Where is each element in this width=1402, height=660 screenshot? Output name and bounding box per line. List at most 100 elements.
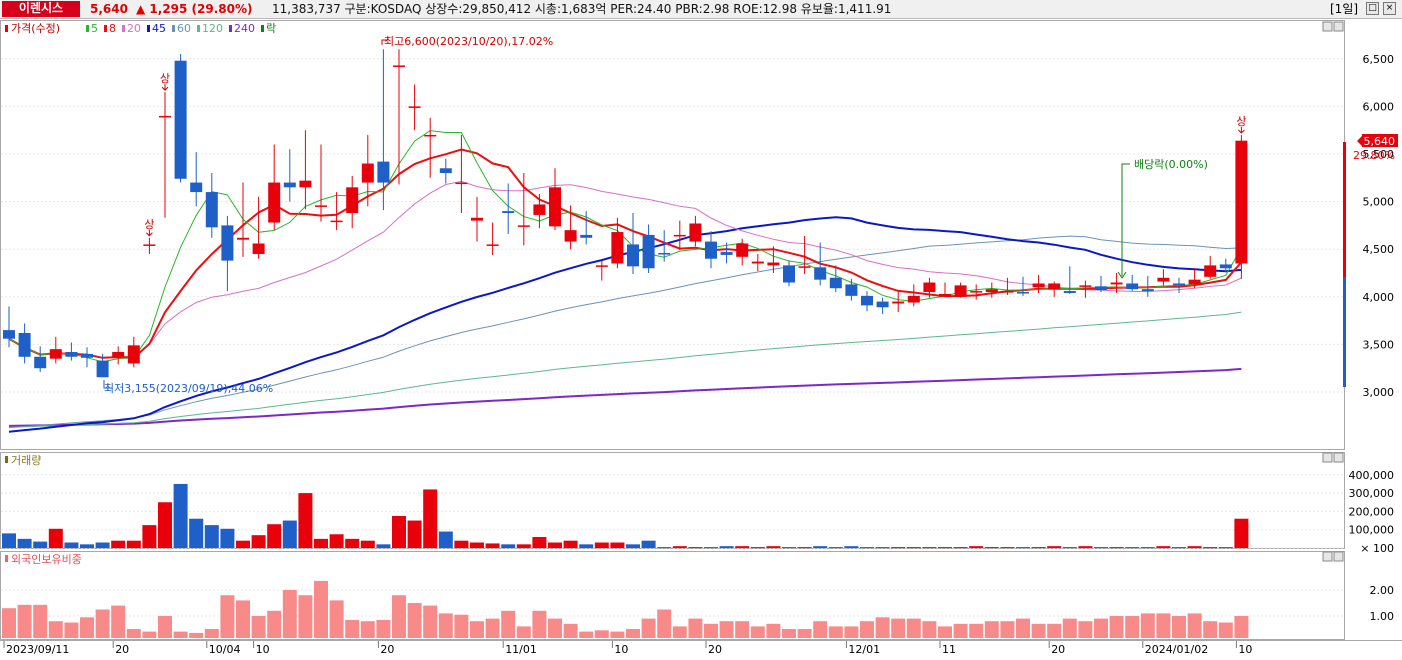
limit-up-label: 상 [144,218,154,231]
foreign-bar [641,618,656,638]
foreign-bar [126,629,141,638]
foreign-bar [360,621,375,638]
stock-name[interactable]: 이렌시스 [2,1,80,17]
candle-body [705,241,717,259]
foreign-bar [766,623,781,638]
panel-buttons[interactable] [1322,21,1344,562]
y-axis-labels: 3,000 3,500 4,000 4,500 5,000 5,500 6,000 6,500… [1349,53,1395,623]
volume-bar [844,546,859,548]
volume-bar [376,544,391,548]
volume-bar [1109,547,1124,549]
foreign-bar [719,621,734,638]
price-panel-close-icon[interactable] [1333,21,1344,32]
close-icon[interactable]: × [1383,2,1396,15]
volume-bar [1031,547,1046,549]
volume-bar [267,524,282,548]
limit-up-label: 상 [160,72,170,85]
volume-legend: 거래량 [5,454,41,467]
volume-bar [626,544,640,548]
x-axis-labels: 2023/09/11 20 10/04 10 20 11/01 10 20 12/01 11 20 2… [3,641,1252,656]
candle-body [798,266,811,268]
foreign-bar [860,621,874,638]
foreign-bar [407,603,422,638]
foreign-bar [111,605,126,638]
candle-body [1126,283,1139,290]
candle-body [1204,265,1217,277]
legend-ma-marker [122,25,125,32]
foreign-bar [1078,621,1093,638]
price-y-tick-label: 3,000 [1363,386,1395,399]
legend-ma-items: 5 8 20 45 60 120 240 락 [86,22,276,35]
foreign-bar [516,626,531,638]
volume-bar [875,547,890,549]
limit-up-arrow [161,84,169,91]
candle-body [112,352,125,357]
foreign-bar [95,609,110,638]
candle-body [393,65,405,67]
volume-bar [922,547,937,549]
legend-ma-label: 8 [109,22,116,35]
candle-body [471,217,483,221]
x-tick-label: 11/01 [505,643,537,656]
volume-bar [735,546,750,548]
volume-bar [158,502,172,548]
foreign-panel-close-icon[interactable] [1333,551,1344,562]
volume-bar [563,540,578,548]
volume-bar [860,547,874,549]
volume-bar [953,547,968,549]
candle-body [190,182,203,193]
foreign-y-tick-label: 1.00 [1370,610,1395,623]
candle-body [439,168,452,174]
candle-body [673,234,686,237]
volume-bar [1078,546,1093,548]
candle-body [876,301,889,308]
foreign-bar [1140,613,1155,638]
foreign-bar [329,600,344,638]
limit-up-arrow [146,229,153,237]
volume-bar [1000,547,1015,549]
foreign-bar [48,621,63,638]
foreign-bar [672,626,687,638]
candle-body [49,349,62,359]
candle-body [81,353,93,358]
volume-bar [360,540,375,548]
candle-body [517,225,530,227]
volume-bar [298,493,313,548]
volume-bar [797,547,812,549]
candle-body [829,277,842,289]
candle-body [1188,279,1201,285]
volume-bar [251,535,266,548]
volume-bar [828,547,843,549]
volume-y-tick-label: 400,000 [1349,469,1395,482]
candle-body [611,232,624,264]
x-tick-label: 20 [708,643,722,656]
candle-body [751,261,764,264]
volume-bar [969,546,984,548]
foreign-bar [828,626,843,638]
candle-body [1048,283,1061,290]
dividend-annotation: 배당락(0.00%) [1134,158,1208,171]
volume-bar [1187,546,1202,548]
price-panel-resize-icon[interactable] [1322,21,1333,32]
ma8-line [8,148,1243,359]
candle-body [923,282,936,293]
candle-body [642,234,655,269]
foreign-panel-resize-icon[interactable] [1322,551,1333,562]
volume-panel-resize-icon[interactable] [1322,452,1333,463]
volume-bar [282,520,297,548]
candle-body [783,265,795,283]
stock-chart[interactable]: 3,000 3,500 4,000 4,500 5,000 5,500 6,000 6,500… [0,19,1402,660]
period-selector[interactable]: [1일] [1330,2,1359,16]
restore-icon[interactable]: □ [1366,2,1379,15]
candle-body [96,360,109,378]
foreign-bar [657,609,672,638]
volume-panel-close-icon[interactable] [1333,452,1344,463]
candle-body [1141,289,1154,292]
foreign-bar [532,610,547,638]
volume-bar [392,515,406,548]
candle-body [502,211,515,214]
candle-body [268,182,281,223]
volume-bar [579,544,594,548]
volume-bar [891,547,906,549]
foreign-bar [220,595,235,638]
